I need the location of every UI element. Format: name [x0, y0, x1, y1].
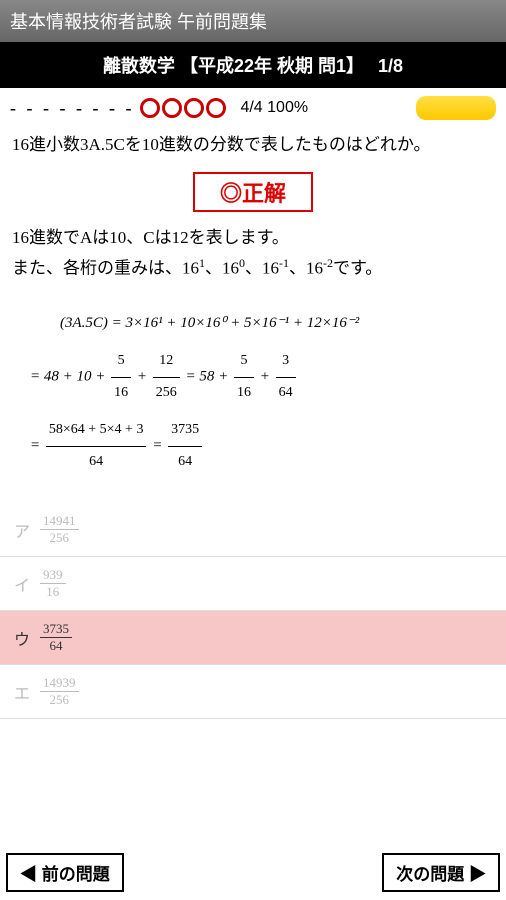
progress-row: - - - - - - - - 4/4 100%	[0, 88, 506, 128]
math-derivation: (3A.5C) = 3×16¹ + 10×16⁰ + 5×16⁻¹ + 12×1…	[0, 291, 506, 493]
choice-a[interactable]: ア 14941256	[0, 503, 506, 557]
prev-button[interactable]: ◀ 前の問題	[6, 853, 124, 892]
progress-dashes: - - - - - - - -	[10, 98, 134, 119]
math-eq1: (3A.5C) = 3×16¹ + 10×16⁰ + 5×16⁻¹ + 12×1…	[60, 307, 476, 340]
explanation-line1: 16進数でAは10、Cは12を表します。	[12, 224, 494, 253]
choice-b[interactable]: イ 93916	[0, 557, 506, 611]
app-title: 基本情報技術者試験 午前問題集	[10, 12, 267, 32]
circle-icon	[184, 98, 204, 118]
math-eq3: = 58×64 + 5×4 + 364 = 373564	[30, 415, 476, 478]
category: 離散数学	[103, 56, 175, 76]
question-text: 16進小数3A.5Cを10進数の分数で表したものはどれか。	[0, 128, 506, 162]
next-button[interactable]: 次の問題 ▶	[382, 853, 500, 892]
explanation-line2: また、各桁の重みは、161、160、16-1、16-2です。	[12, 253, 494, 284]
app-header: 基本情報技術者試験 午前問題集	[0, 0, 506, 42]
correct-badge: ◎正解	[193, 172, 313, 212]
nav-buttons: ◀ 前の問題 次の問題 ▶	[0, 853, 506, 892]
math-eq2: = 48 + 10 + 516 + 12256 = 58 + 516 + 364	[30, 346, 476, 409]
question-subheader: 離散数学 【平成22年 秋期 問1】 1/8	[0, 42, 506, 88]
answer-choices: ア 14941256 イ 93916 ウ 373564 エ 14939256	[0, 503, 506, 719]
choice-c[interactable]: ウ 373564	[0, 611, 506, 665]
circle-icon	[206, 98, 226, 118]
explanation: 16進数でAは10、Cは12を表します。 また、各桁の重みは、161、160、1…	[0, 224, 506, 291]
exam-info: 【平成22年 秋期 問1】	[180, 56, 355, 76]
score-text: 4/4 100%	[240, 99, 308, 117]
circle-icon	[162, 98, 182, 118]
circle-icon	[140, 98, 160, 118]
action-button[interactable]	[416, 96, 496, 120]
progress-count: 1/8	[378, 56, 403, 76]
progress-circles	[140, 98, 226, 118]
choice-d[interactable]: エ 14939256	[0, 665, 506, 719]
